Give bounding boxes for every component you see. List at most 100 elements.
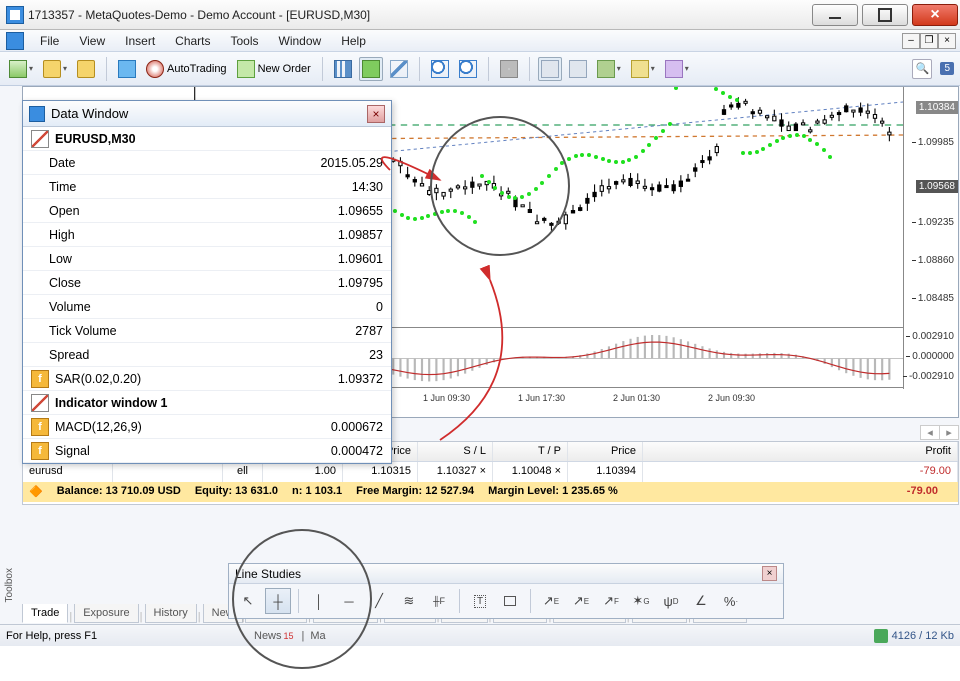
close-button[interactable]: × — [912, 4, 958, 26]
search-button[interactable]: 🔍 — [912, 59, 932, 79]
line-studies-titlebar[interactable]: Line Studies × — [229, 564, 783, 584]
dw-value: 23 — [161, 348, 383, 362]
menu-file[interactable]: File — [30, 31, 69, 51]
data-window-close-button[interactable]: × — [367, 105, 385, 123]
cursor-tool-button[interactable]: ↖ — [235, 588, 261, 614]
window-titlebar: 1713357 - MetaQuotes-Demo - Demo Account… — [0, 0, 960, 30]
dw-key: Low — [31, 252, 161, 266]
chart-shift-button[interactable] — [566, 57, 590, 81]
candle-chart-button[interactable] — [359, 57, 383, 81]
sidebar-tab[interactable] — [2, 91, 20, 421]
line-chart-button[interactable] — [387, 57, 411, 81]
maximize-button[interactable] — [862, 4, 908, 26]
percent-tool-button[interactable]: %· — [718, 588, 744, 614]
indicator-icon — [597, 60, 615, 78]
hline-tool-button[interactable]: ─ — [336, 588, 362, 614]
equidistant-tool-button[interactable]: ≋ — [396, 588, 422, 614]
data-window-row: fMACD(12,26,9)0.000672 — [23, 415, 391, 439]
arrange-icon — [500, 60, 518, 78]
new-order-icon — [237, 60, 255, 78]
line-studies-close-button[interactable]: × — [762, 566, 777, 581]
balance-row: 🔶 Balance: 13 710.09 USD Equity: 13 631.… — [23, 482, 958, 502]
new-chart-button[interactable] — [6, 57, 36, 81]
fibo-tool-button[interactable]: ╫F — [426, 588, 452, 614]
autoscroll-button[interactable] — [538, 57, 562, 81]
bar-chart-button[interactable] — [331, 57, 355, 81]
line-studies-title: Line Studies — [235, 567, 301, 581]
zoom-in-button[interactable] — [428, 57, 452, 81]
dw-key: Volume — [31, 300, 161, 314]
dw-value: 0 — [161, 300, 383, 314]
data-window-row: Low1.09601 — [23, 247, 391, 271]
dw-key: High — [31, 228, 161, 242]
new-order-button[interactable]: New Order — [234, 57, 314, 81]
mdi-restore-button[interactable]: ❐ — [920, 33, 938, 49]
y-tick: 1.09235 — [918, 217, 954, 228]
data-window-titlebar[interactable]: Data Window × — [23, 101, 391, 127]
periods-button[interactable] — [628, 57, 658, 81]
dw-value: 1.09655 — [161, 204, 383, 218]
dw-value: 1.09372 — [183, 372, 383, 386]
app-menu-icon — [6, 32, 24, 50]
shift-icon — [569, 60, 587, 78]
toolbox-tab-exposure[interactable]: Exposure — [74, 604, 138, 623]
window-title: 1713357 - MetaQuotes-Demo - Demo Account… — [28, 8, 370, 22]
autotrading-button[interactable]: AutoTrading — [143, 57, 230, 81]
menu-window[interactable]: Window — [269, 31, 332, 51]
elliott-f-button[interactable]: ↗F — [598, 588, 624, 614]
text-tool-button[interactable]: T — [467, 588, 493, 614]
y-tick: 1.09985 — [918, 137, 954, 148]
dw-key: Time — [31, 180, 161, 194]
order-profit: -79.00 — [643, 462, 958, 482]
market-watch-button[interactable] — [74, 57, 98, 81]
th-price2: Price — [568, 442, 643, 461]
indicators-button[interactable] — [594, 57, 624, 81]
dw-value: 1.09857 — [161, 228, 383, 242]
profiles-button[interactable] — [40, 57, 70, 81]
data-window-row: Tick Volume2787 — [23, 319, 391, 343]
mdi-minimize-button[interactable]: – — [902, 33, 920, 49]
data-window-button[interactable] — [115, 57, 139, 81]
data-window-row: Time14:30 — [23, 175, 391, 199]
toolbox-tab-history[interactable]: History — [145, 604, 197, 623]
scroll-icon — [541, 60, 559, 78]
tab-scroll-left[interactable]: ◂ — [920, 425, 940, 440]
templates-button[interactable] — [662, 57, 692, 81]
toolbox-label: Toolbox — [4, 568, 16, 602]
menu-view[interactable]: View — [69, 31, 115, 51]
trendline-tool-button[interactable]: ╱ — [366, 588, 392, 614]
balance: Balance: 13 710.09 USD — [57, 485, 181, 499]
x-tick: 2 Jun 09:30 — [708, 393, 755, 403]
elliott-e-button[interactable]: ↗E — [538, 588, 564, 614]
order-sl: 1.10327 × — [418, 462, 493, 482]
toolbox-tab-trade[interactable]: Trade — [22, 604, 68, 623]
line-icon — [390, 60, 408, 78]
menu-help[interactable]: Help — [331, 31, 376, 51]
menu-charts[interactable]: Charts — [165, 31, 220, 51]
zoom-out-button[interactable] — [456, 57, 480, 81]
pitchfork-button[interactable]: ψD — [658, 588, 684, 614]
gann-g-button[interactable]: ✶G — [628, 588, 654, 614]
order-row[interactable]: eurusd ell 1.00 1.10315 1.10327 × 1.1004… — [23, 462, 958, 482]
order-volume: 1.00 — [263, 462, 343, 482]
minimize-button[interactable] — [812, 4, 858, 26]
vline-tool-button[interactable]: │ — [306, 588, 332, 614]
elliott-e2-button[interactable]: ↗E — [568, 588, 594, 614]
menu-tools[interactable]: Tools — [221, 31, 269, 51]
data-window-panel[interactable]: Data Window × EURUSD,M30Date2015.05.29Ti… — [22, 100, 392, 464]
clock-icon — [631, 60, 649, 78]
connection-icon — [874, 629, 888, 643]
line-studies-toolbar[interactable]: Line Studies × ↖ ┼ │ ─ ╱ ≋ ╫F T ↗E ↗E ↗F… — [228, 563, 784, 619]
angle-tool-button[interactable]: ∠ — [688, 588, 714, 614]
label-tool-button[interactable] — [497, 588, 523, 614]
y-tick: 1.08485 — [918, 293, 954, 304]
zoom-out-icon — [459, 60, 477, 78]
news-badge: 15 — [284, 631, 294, 641]
profiles-icon — [43, 60, 61, 78]
tab-scroll-right[interactable]: ▸ — [939, 425, 959, 440]
mdi-close-button[interactable]: × — [938, 33, 956, 49]
crosshair-tool-button[interactable]: ┼ — [265, 588, 291, 614]
menu-insert[interactable]: Insert — [115, 31, 165, 51]
dw-key: Indicator window 1 — [53, 396, 183, 410]
arrange-button[interactable] — [497, 57, 521, 81]
